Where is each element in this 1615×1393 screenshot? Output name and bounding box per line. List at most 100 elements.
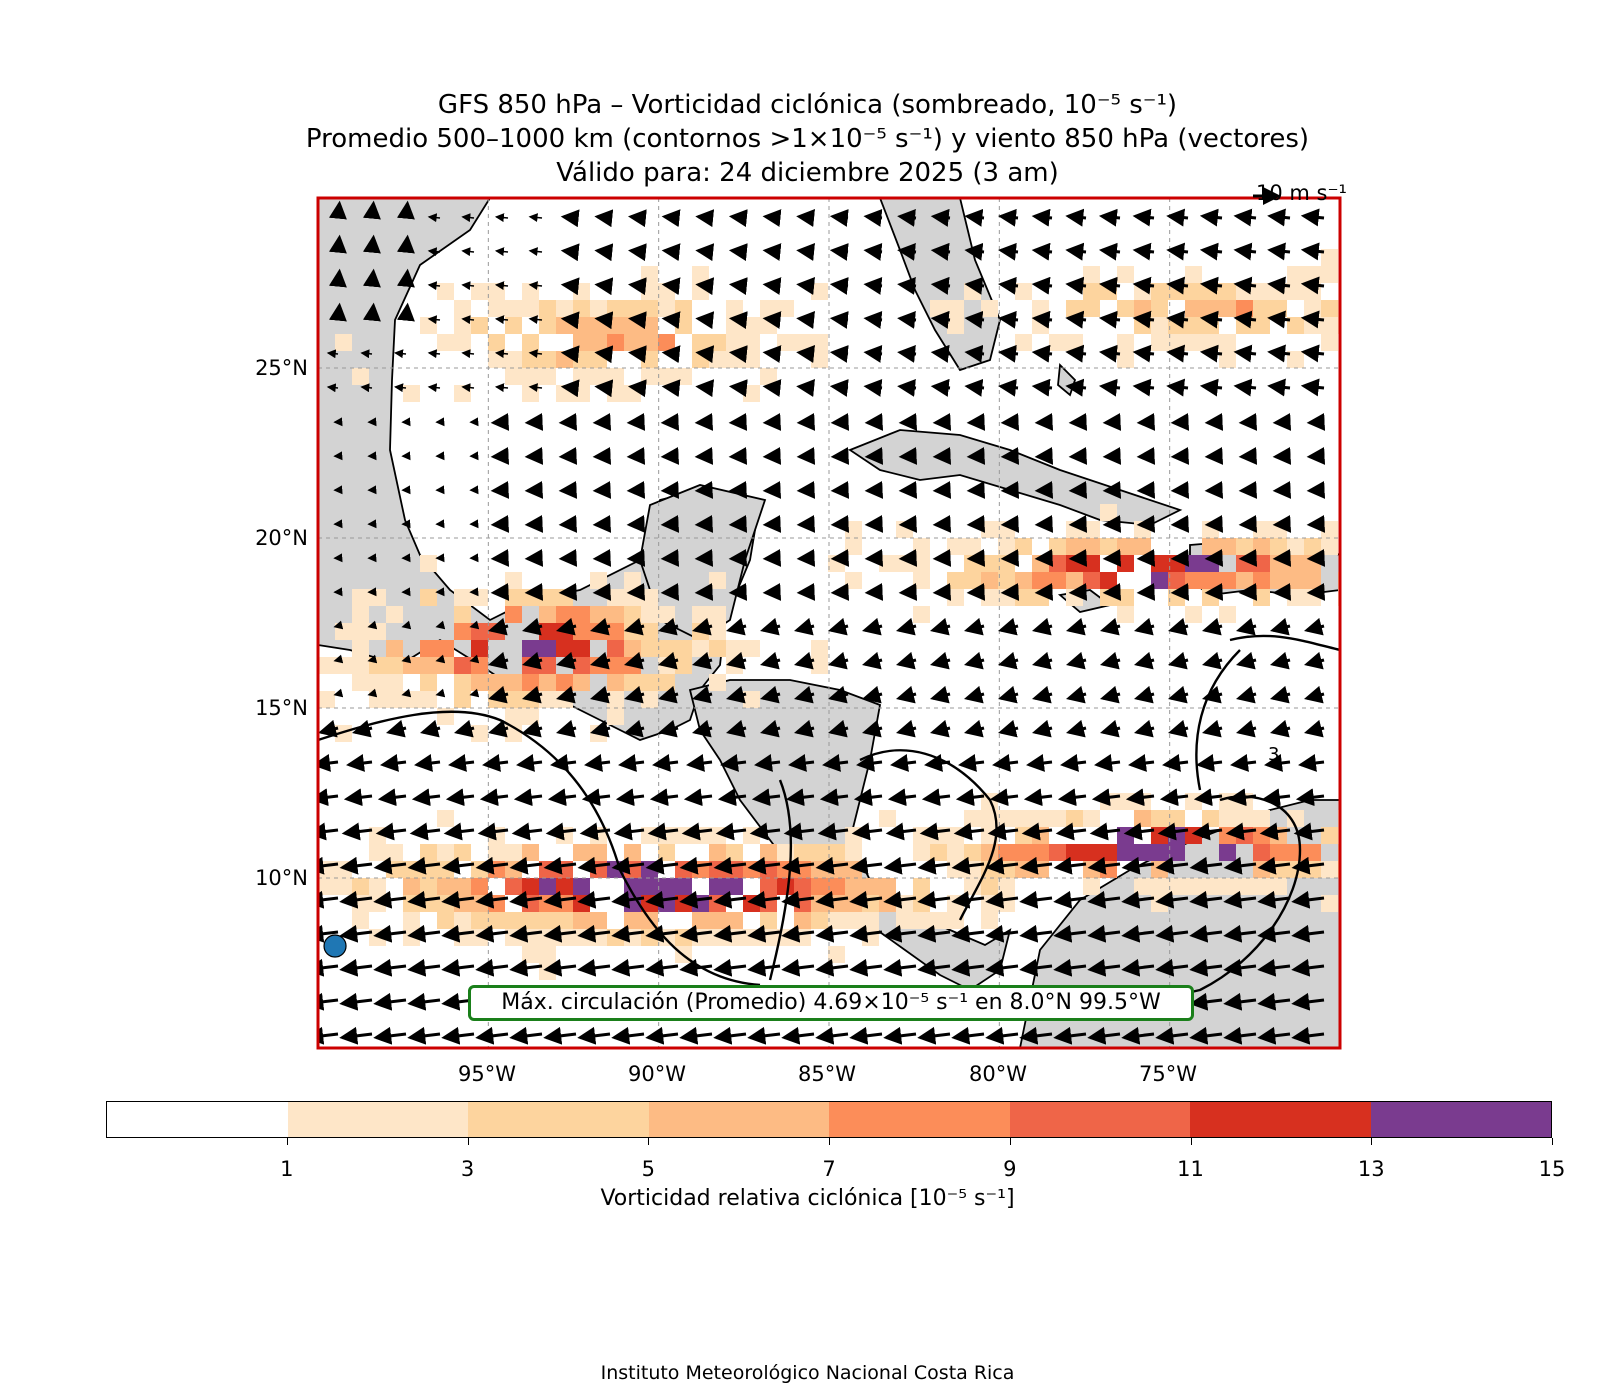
- vorticity-cell: [607, 623, 624, 640]
- vorticity-cell: [947, 300, 964, 317]
- wind-vector: [1102, 514, 1122, 533]
- vorticity-cell: [981, 572, 998, 589]
- wind-vector: [1233, 208, 1257, 227]
- wind-vector: [964, 276, 985, 295]
- vorticity-cell: [556, 674, 573, 691]
- vorticity-cell: [1100, 844, 1117, 861]
- vorticity-cell: [573, 606, 590, 623]
- wind-vector: [1306, 412, 1326, 431]
- wind-vector: [1066, 685, 1087, 704]
- wind-vector: [692, 651, 713, 670]
- vorticity-cell: [658, 640, 675, 657]
- wind-vector: [829, 209, 849, 227]
- wind-vector: [863, 242, 883, 261]
- vorticity-cell: [1304, 572, 1321, 589]
- wind-vector: [1068, 582, 1088, 601]
- vorticity-cell: [386, 691, 403, 708]
- wind-vector: [1238, 446, 1258, 465]
- vorticity-cell: [1253, 844, 1270, 861]
- wind-vector: [1236, 651, 1257, 670]
- wind-vector: [522, 685, 543, 704]
- wind-vector: [747, 856, 781, 875]
- wind-vector: [613, 822, 645, 841]
- wind-vector: [1204, 480, 1224, 499]
- wind-vector: [511, 822, 543, 841]
- vorticity-cell: [556, 878, 573, 895]
- title-line-3: Válido para: 24 diciembre 2025 (3 am): [556, 158, 1059, 188]
- wind-vector: [1204, 446, 1224, 465]
- wind-vector: [524, 446, 544, 465]
- vorticity-cell: [1083, 266, 1100, 283]
- vorticity-cell: [573, 640, 590, 657]
- vorticity-cell: [930, 844, 947, 861]
- wind-vector: [1223, 924, 1257, 943]
- wind-vector: [864, 446, 884, 465]
- wind-vector: [830, 446, 850, 465]
- wind-vector: [830, 548, 850, 567]
- wind-vector: [558, 446, 578, 465]
- vorticity-cell: [1185, 878, 1202, 895]
- vorticity-cell: [505, 912, 522, 929]
- wind-vector: [1225, 822, 1257, 841]
- wind-vector: [628, 345, 647, 364]
- wind-vector: [1034, 514, 1054, 533]
- wind-vector: [930, 310, 951, 329]
- wind-vector: [1270, 617, 1291, 636]
- wind-vector: [1272, 446, 1292, 465]
- wind-vector: [692, 685, 713, 704]
- vorticity-cell: [539, 606, 556, 623]
- vorticity-cell: [981, 300, 998, 317]
- wind-vector: [373, 992, 407, 1011]
- wind-vector: [695, 209, 715, 228]
- wind-vector: [1166, 208, 1189, 227]
- wind-vector: [898, 412, 918, 431]
- vorticity-cell: [1219, 300, 1236, 317]
- wind-vector: [396, 234, 415, 254]
- wind-vector: [362, 268, 381, 288]
- wind-vector: [1136, 548, 1156, 567]
- vorticity-cell: [590, 657, 607, 674]
- wind-vector: [896, 617, 917, 636]
- vorticity-cell: [1287, 572, 1304, 589]
- wind-vector: [1189, 992, 1223, 1011]
- wind-vector: [386, 719, 407, 738]
- title-line-1: GFS 850 hPa – Vorticidad ciclónica (somb…: [437, 90, 1178, 120]
- wind-vector: [1034, 548, 1054, 567]
- wind-vector: [762, 548, 782, 567]
- vorticity-cell: [386, 674, 403, 691]
- wind-vector: [443, 822, 475, 841]
- wind-vector: [930, 617, 951, 636]
- wind-vector: [1098, 242, 1121, 261]
- vorticity-cell: [675, 878, 692, 895]
- vorticity-cell: [454, 589, 471, 606]
- wind-vector: [1065, 208, 1087, 227]
- wind-vector: [1291, 1026, 1325, 1045]
- wind-vector: [448, 754, 475, 772]
- wind-vector: [477, 822, 509, 841]
- wind-vector: [414, 754, 441, 772]
- lat-tick-20: 20°N: [255, 526, 308, 550]
- vorticity-cell: [1015, 844, 1032, 861]
- vorticity-cell: [726, 300, 743, 317]
- vorticity-cell: [1321, 827, 1338, 844]
- wind-vector: [1091, 788, 1121, 807]
- vorticity-cell: [1202, 334, 1219, 351]
- wind-vector: [1267, 276, 1291, 295]
- vorticity-cell: [607, 606, 624, 623]
- wind-vector: [509, 856, 543, 875]
- vorticity-cell: [573, 368, 590, 385]
- vorticity-cell: [556, 623, 573, 640]
- wind-vector: [494, 247, 509, 257]
- colorbar-tick-label: 3: [460, 1157, 475, 1181]
- wind-vector: [407, 958, 441, 977]
- vorticity-cell: [981, 521, 998, 538]
- wind-vector: [1121, 856, 1155, 875]
- wind-vector: [1136, 514, 1156, 533]
- wind-vector: [828, 651, 849, 670]
- wind-vector: [380, 754, 407, 772]
- vorticity-cell: [437, 878, 454, 895]
- vorticity-cell: [658, 844, 675, 861]
- wind-vector: [1170, 480, 1190, 499]
- vorticity-cell: [1015, 538, 1032, 555]
- vorticity-cell: [1304, 266, 1321, 283]
